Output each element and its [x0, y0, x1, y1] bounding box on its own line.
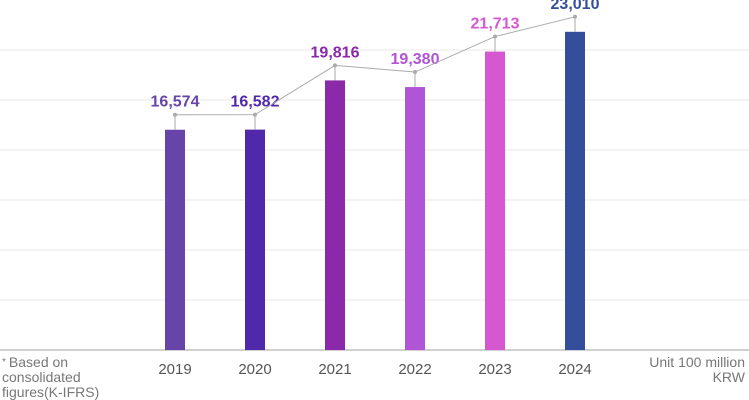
data-label: 16,582	[231, 94, 280, 111]
trend-point	[573, 14, 577, 19]
bar-2023	[485, 51, 505, 350]
bar-2019	[165, 129, 185, 350]
bar-2022	[405, 87, 425, 350]
trend-line	[174, 16, 576, 116]
trend-point	[173, 112, 177, 117]
x-tick-label: 2024	[558, 361, 591, 378]
data-label: 16,574	[151, 94, 200, 111]
footnote: * Based on consolidated figures(K-IFRS)	[2, 355, 122, 400]
bar-2020	[245, 129, 265, 350]
data-label: 19,380	[391, 51, 440, 68]
footnote-text: Based on consolidated figures(K-IFRS)	[2, 354, 100, 400]
trend-point	[413, 70, 417, 75]
trend-point	[333, 63, 337, 68]
data-label: 19,816	[311, 44, 360, 61]
x-tick-label: 2022	[398, 361, 431, 378]
x-tick-label: 2020	[238, 361, 271, 378]
bar-2024	[565, 31, 585, 350]
bar-2021	[325, 80, 345, 351]
x-tick-label: 2019	[158, 361, 191, 378]
x-tick-label: 2023	[478, 361, 511, 378]
data-label: 21,713	[471, 16, 520, 33]
trend-point	[253, 112, 257, 117]
trend-point	[493, 34, 497, 39]
unit-label: Unit 100 million KRW	[649, 354, 745, 385]
data-label: 23,010	[551, 0, 600, 13]
footnote-marker: *	[2, 357, 6, 368]
x-tick-label: 2021	[318, 361, 351, 378]
